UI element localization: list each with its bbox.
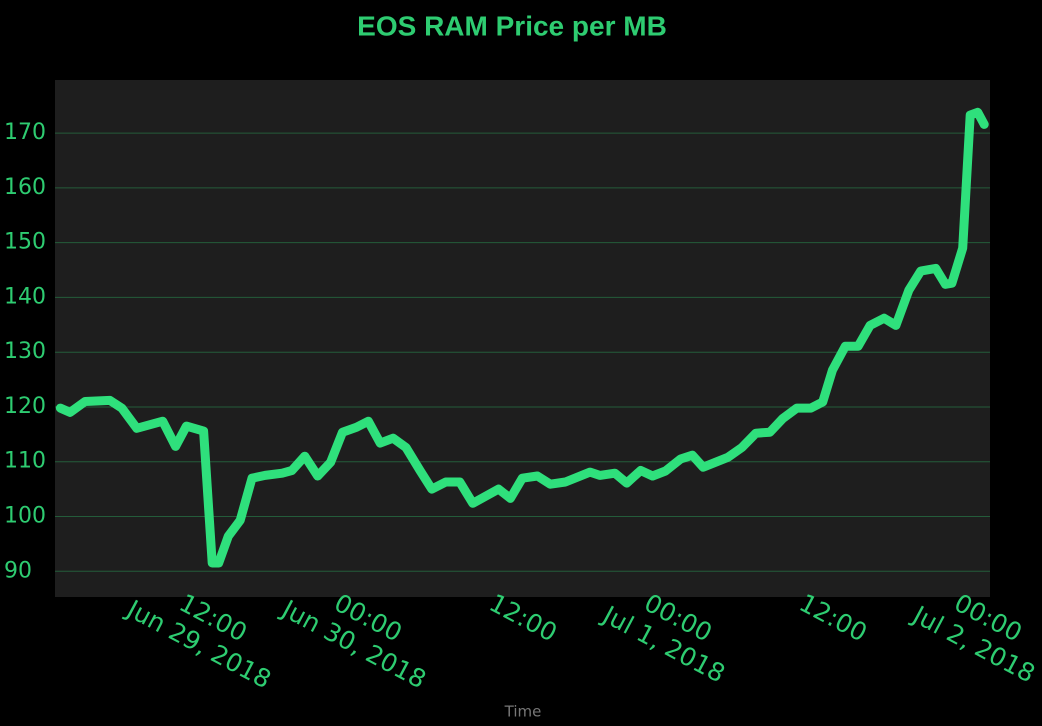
y-tick-label: 160 — [4, 175, 46, 200]
y-tick-label: 140 — [4, 284, 46, 309]
price-line — [55, 107, 989, 568]
y-tick-label: 110 — [4, 449, 46, 474]
y-tick-label: 150 — [4, 230, 46, 255]
y-tick-label: 130 — [4, 339, 46, 364]
x-axis-label: Time — [504, 703, 542, 721]
chart-title: EOS RAM Price per MB — [357, 10, 667, 41]
y-tick-label: 90 — [4, 558, 32, 583]
y-tick-label: 100 — [4, 503, 46, 528]
y-tick-label: 170 — [4, 120, 46, 145]
y-tick-label: 120 — [4, 394, 46, 419]
plot-area — [55, 80, 990, 597]
